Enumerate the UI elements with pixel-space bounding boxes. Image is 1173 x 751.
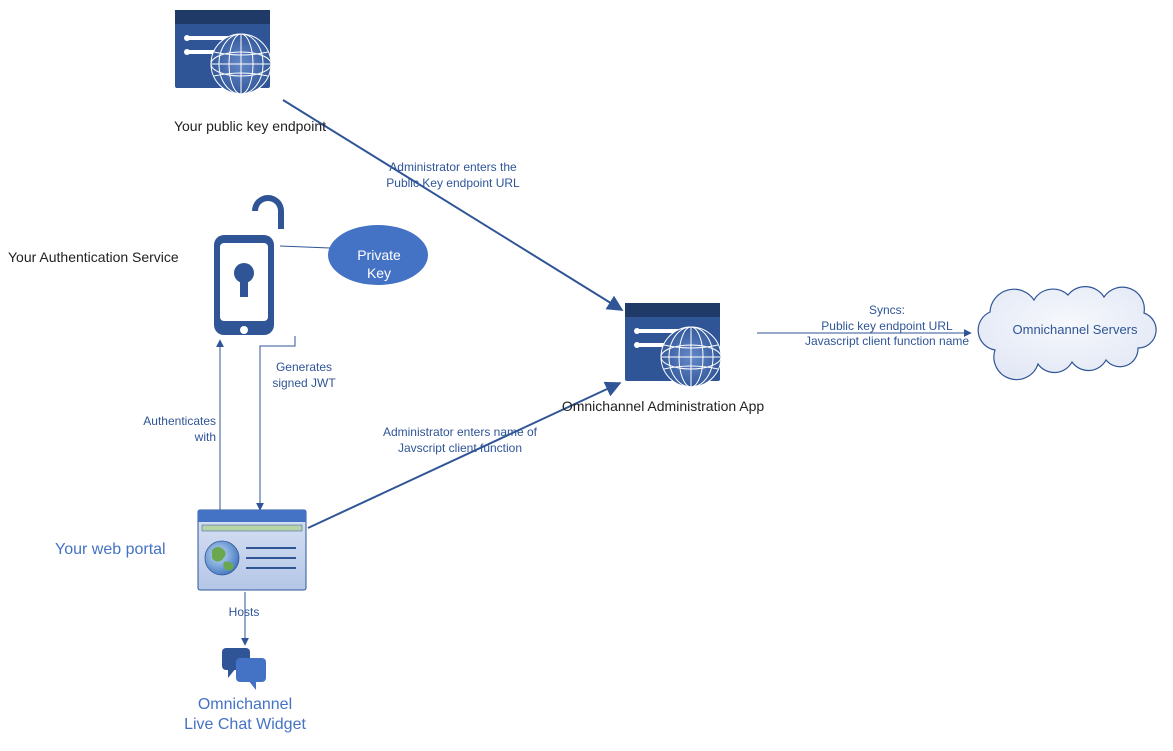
node-admin-app <box>625 303 721 387</box>
edge-label-hosts: Hosts <box>224 605 264 621</box>
label-auth-service: Your Authentication Service <box>8 248 198 266</box>
label-chat-widget-line1: Omnichannel <box>165 695 325 716</box>
node-auth-service <box>214 195 284 335</box>
node-web-portal <box>198 510 306 590</box>
edge-label-generates-jwt: Generates signed JWT <box>264 360 344 391</box>
edge-label-authenticates: Authenticates with <box>136 414 216 445</box>
node-chat-widget <box>222 648 266 690</box>
label-admin-app: Omnichannel Administration App <box>548 397 778 415</box>
label-web-portal: Your web portal <box>55 540 195 561</box>
edge-auth-to-private <box>280 246 330 248</box>
edge-label-pubkey-admin: Administrator enters the Public Key endp… <box>368 160 538 191</box>
node-public-key-endpoint <box>175 10 271 94</box>
edge-label-portal-admin: Administrator enters name of Javscript c… <box>360 425 560 456</box>
label-public-key-endpoint: Your public key endpoint <box>165 117 335 135</box>
label-servers: Omnichannel Servers <box>1000 322 1150 339</box>
label-private-key: Private Key <box>344 246 414 282</box>
label-chat-widget-line2: Live Chat Widget <box>165 715 325 736</box>
edge-label-admin-servers: Syncs: Public key endpoint URL Javascrip… <box>787 303 987 350</box>
